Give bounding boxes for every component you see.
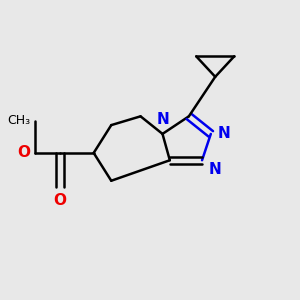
Text: N: N: [156, 112, 169, 128]
Text: CH₃: CH₃: [8, 114, 31, 127]
Text: N: N: [208, 162, 221, 177]
Text: O: O: [17, 146, 30, 160]
Text: O: O: [53, 193, 67, 208]
Text: N: N: [217, 126, 230, 141]
